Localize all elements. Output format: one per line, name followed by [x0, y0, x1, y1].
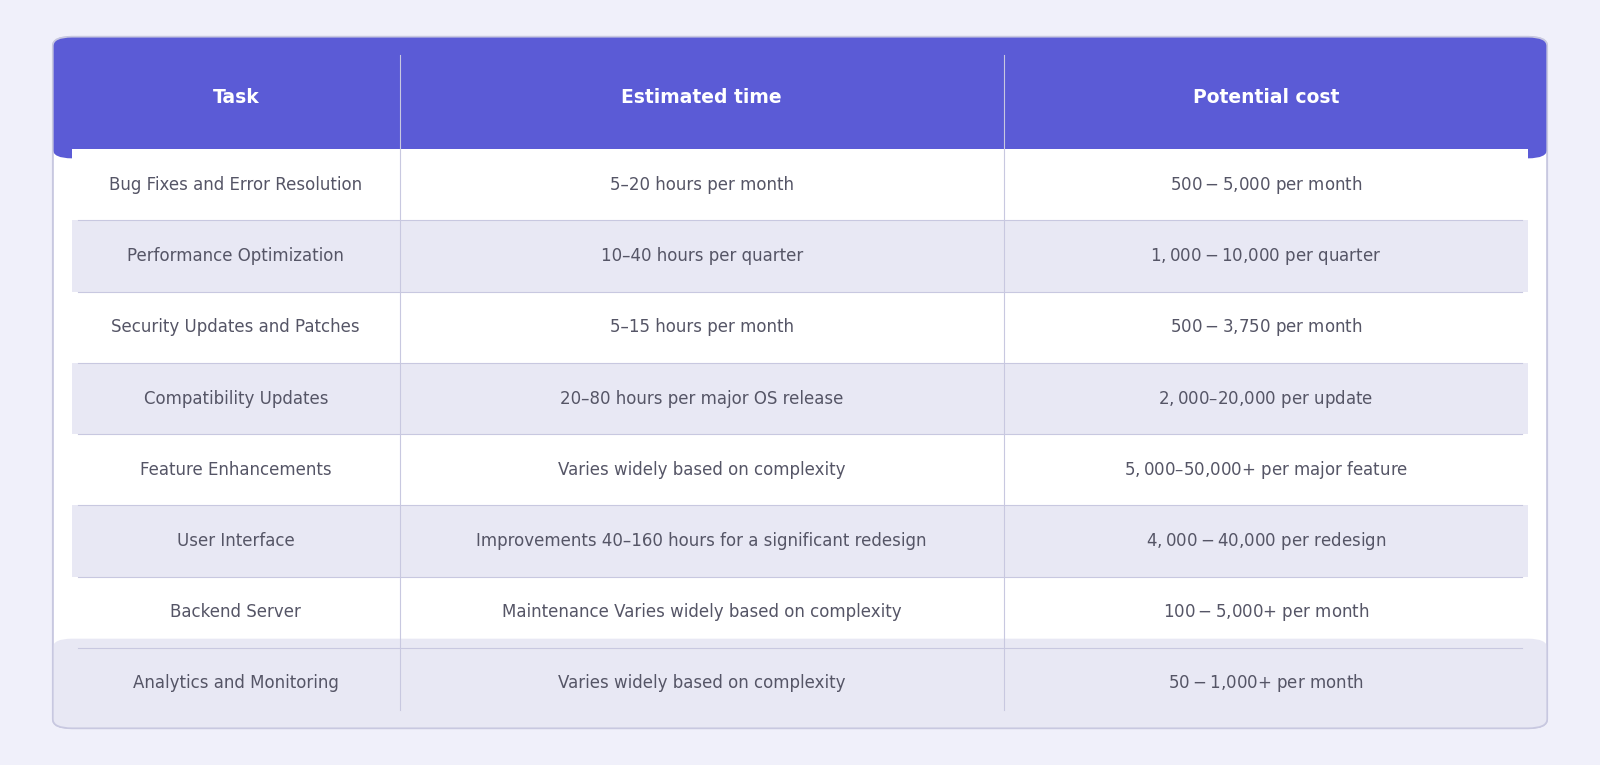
Text: Task: Task — [213, 88, 259, 107]
Text: Feature Enhancements: Feature Enhancements — [139, 461, 331, 479]
Text: Potential cost: Potential cost — [1192, 88, 1339, 107]
FancyBboxPatch shape — [53, 37, 1547, 728]
Bar — [72, 577, 1528, 648]
Text: $5,000–$50,000+ per major feature: $5,000–$50,000+ per major feature — [1123, 459, 1408, 480]
Text: Security Updates and Patches: Security Updates and Patches — [112, 318, 360, 337]
Text: Varies widely based on complexity: Varies widely based on complexity — [558, 675, 845, 692]
Text: Maintenance Varies widely based on complexity: Maintenance Varies widely based on compl… — [502, 604, 901, 621]
Text: 5–15 hours per month: 5–15 hours per month — [610, 318, 794, 337]
Text: $4,000-$40,000 per redesign: $4,000-$40,000 per redesign — [1146, 530, 1386, 552]
Text: Performance Optimization: Performance Optimization — [128, 247, 344, 265]
Text: 5–20 hours per month: 5–20 hours per month — [610, 176, 794, 194]
Bar — [72, 506, 1528, 577]
Bar — [72, 435, 1528, 506]
Text: $500-$3,750 per month: $500-$3,750 per month — [1170, 316, 1362, 338]
Text: Compatibility Updates: Compatibility Updates — [144, 389, 328, 408]
Text: $100-$5,000+ per month: $100-$5,000+ per month — [1163, 601, 1370, 623]
Text: $50-$1,000+ per month: $50-$1,000+ per month — [1168, 672, 1363, 695]
FancyBboxPatch shape — [53, 37, 1547, 158]
Bar — [72, 220, 1528, 291]
Bar — [72, 291, 1528, 363]
Text: Varies widely based on complexity: Varies widely based on complexity — [558, 461, 845, 479]
Text: $2,000–$20,000 per update: $2,000–$20,000 per update — [1158, 388, 1373, 409]
Text: Backend Server: Backend Server — [170, 604, 301, 621]
Text: 20–80 hours per major OS release: 20–80 hours per major OS release — [560, 389, 843, 408]
FancyBboxPatch shape — [53, 639, 1547, 728]
Bar — [72, 93, 1528, 149]
Text: Analytics and Monitoring: Analytics and Monitoring — [133, 675, 339, 692]
Text: User Interface: User Interface — [178, 532, 294, 550]
Text: Improvements 40–160 hours for a significant redesign: Improvements 40–160 hours for a signific… — [477, 532, 926, 550]
Text: Estimated time: Estimated time — [621, 88, 782, 107]
Bar — [72, 648, 1528, 683]
Text: $500-$5,000 per month: $500-$5,000 per month — [1170, 174, 1362, 196]
Bar — [72, 149, 1528, 220]
Bar — [72, 363, 1528, 435]
Text: $1,000-$10,000 per quarter: $1,000-$10,000 per quarter — [1150, 246, 1381, 266]
Text: 10–40 hours per quarter: 10–40 hours per quarter — [600, 247, 803, 265]
Text: Bug Fixes and Error Resolution: Bug Fixes and Error Resolution — [109, 176, 362, 194]
